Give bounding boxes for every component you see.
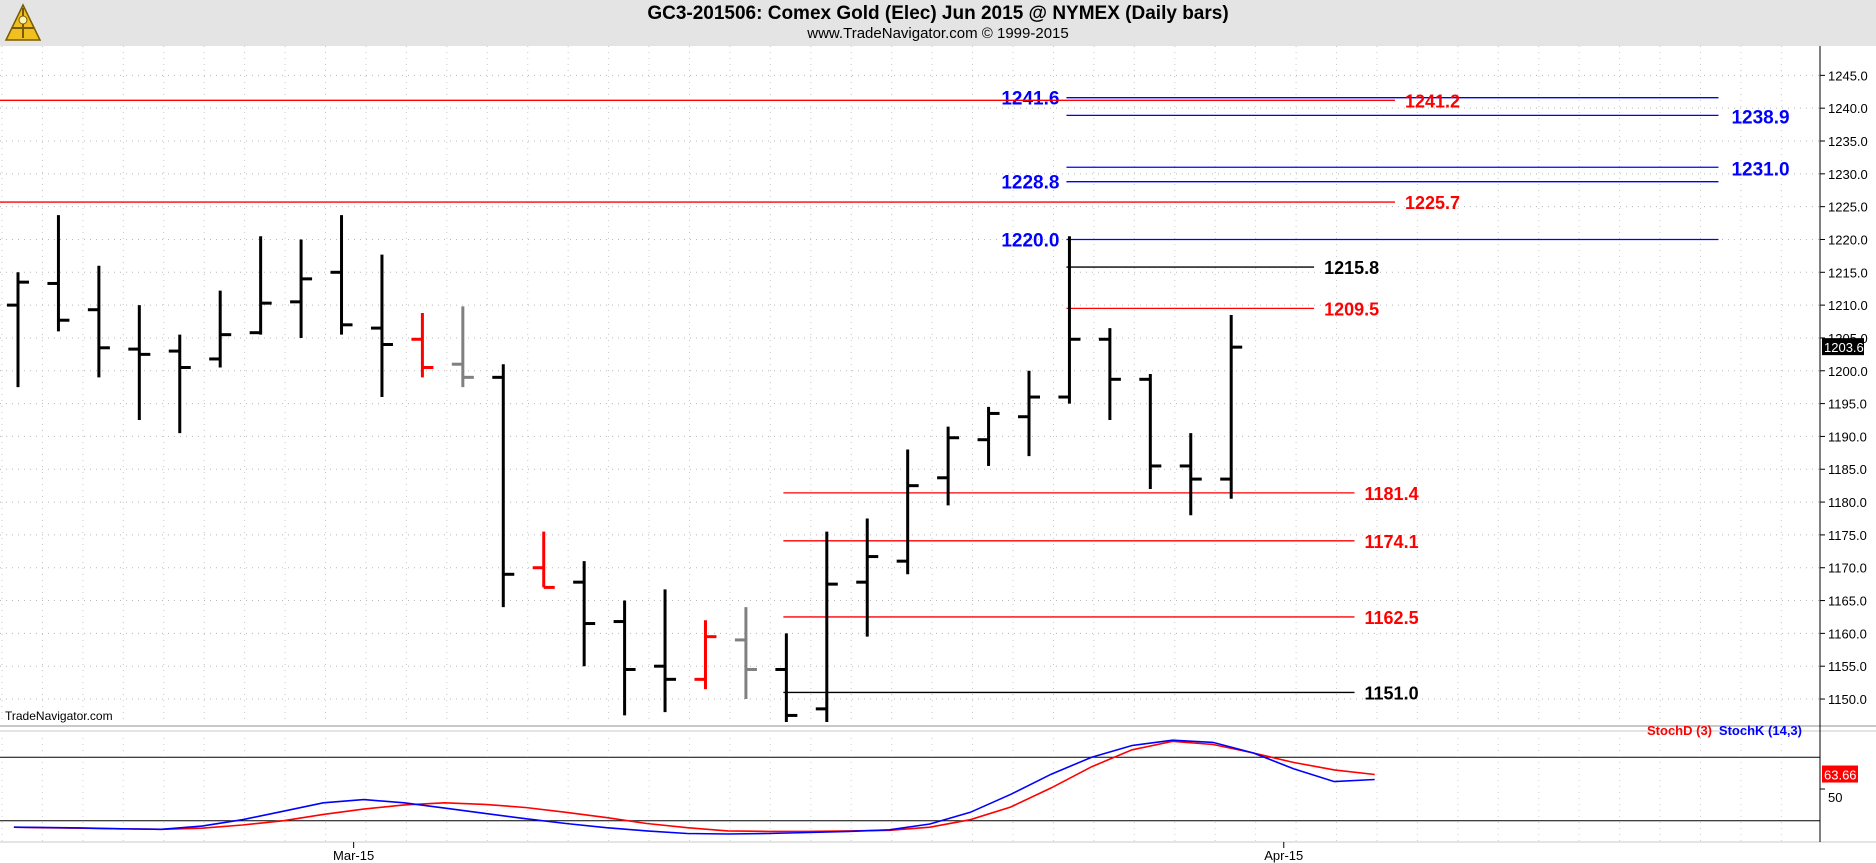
level-label: 1238.9 xyxy=(1731,107,1789,128)
level-label: 1241.2 xyxy=(1405,91,1460,111)
price-bars xyxy=(7,215,1243,722)
y-tick-label: 1200.0 xyxy=(1828,364,1868,379)
level-label: 1151.0 xyxy=(1365,683,1419,703)
y-tick-label: 1230.0 xyxy=(1828,167,1868,182)
level-label: 1162.5 xyxy=(1365,608,1419,628)
x-tick-label: Mar-15 xyxy=(333,848,374,863)
chart-subtitle: www.TradeNavigator.com © 1999-2015 xyxy=(807,25,1069,42)
legend-stochd: StochD (3) xyxy=(1647,723,1712,738)
y-tick-label: 1195.0 xyxy=(1828,397,1867,412)
last-price-box xyxy=(1822,338,1864,356)
stoch-y-tick-label: 50 xyxy=(1828,790,1842,805)
y-tick-label: 1245.0 xyxy=(1828,68,1868,83)
y-tick-label: 1160.0 xyxy=(1828,626,1867,641)
y-tick-label: 1220.0 xyxy=(1828,232,1868,247)
stochastic-panel: StochD (3) StochK (14,3) 50 63.66 xyxy=(0,723,1858,842)
watermark-text: TradeNavigator.com xyxy=(5,709,113,723)
y-tick-label: 1180.0 xyxy=(1828,495,1867,510)
y-tick-label: 1215.0 xyxy=(1828,265,1868,280)
y-tick-label: 1155.0 xyxy=(1828,659,1867,674)
stoch-last-box xyxy=(1822,765,1858,783)
y-tick-label: 1165.0 xyxy=(1828,594,1867,609)
level-label: 1174.1 xyxy=(1365,532,1419,552)
y-tick-label: 1175.0 xyxy=(1828,528,1867,543)
price-axis: 1150.0 1155.0 1160.0 1165.0 1170.0 1175.0 1180… xyxy=(1820,68,1868,707)
y-tick-label: 1225.0 xyxy=(1828,200,1868,215)
chart-title: GC3-201506: Comex Gold (Elec) Jun 2015 @… xyxy=(647,3,1229,24)
level-label: 1231.0 xyxy=(1731,159,1789,180)
last-price-label: 1203.6 xyxy=(1824,340,1864,355)
legend-stochk: StochK (14,3) xyxy=(1719,723,1802,738)
date-axis: Mar-15 Apr-15 xyxy=(333,842,1303,863)
stoch-last-label: 63.66 xyxy=(1824,768,1857,783)
x-tick-label: Apr-15 xyxy=(1264,848,1303,863)
level-label: 1225.7 xyxy=(1405,193,1460,213)
level-label: 1228.8 xyxy=(1001,173,1059,194)
level-label: 1220.0 xyxy=(1001,230,1059,251)
price-levels: 1241.6 1241.2 1238.9 1231.0 1228.8 1225.7 1220… xyxy=(0,89,1790,703)
tradenavigator-logo-icon xyxy=(4,3,42,41)
y-tick-label: 1185.0 xyxy=(1828,462,1867,477)
y-tick-label: 1235.0 xyxy=(1828,134,1868,149)
level-label: 1241.6 xyxy=(1001,89,1059,110)
y-tick-label: 1190.0 xyxy=(1828,429,1867,444)
level-label: 1181.4 xyxy=(1365,484,1419,504)
y-tick-label: 1150.0 xyxy=(1828,692,1867,707)
stoch-k-line xyxy=(13,739,1375,835)
level-label: 1209.5 xyxy=(1324,299,1379,319)
level-label: 1215.8 xyxy=(1324,258,1379,278)
grid xyxy=(0,46,1876,843)
y-tick-label: 1170.0 xyxy=(1828,561,1867,576)
y-tick-label: 1240.0 xyxy=(1828,101,1868,116)
y-tick-label: 1210.0 xyxy=(1828,298,1868,313)
stoch-d-line xyxy=(13,740,1375,833)
chart-header: GC3-201506: Comex Gold (Elec) Jun 2015 @… xyxy=(0,0,1876,46)
